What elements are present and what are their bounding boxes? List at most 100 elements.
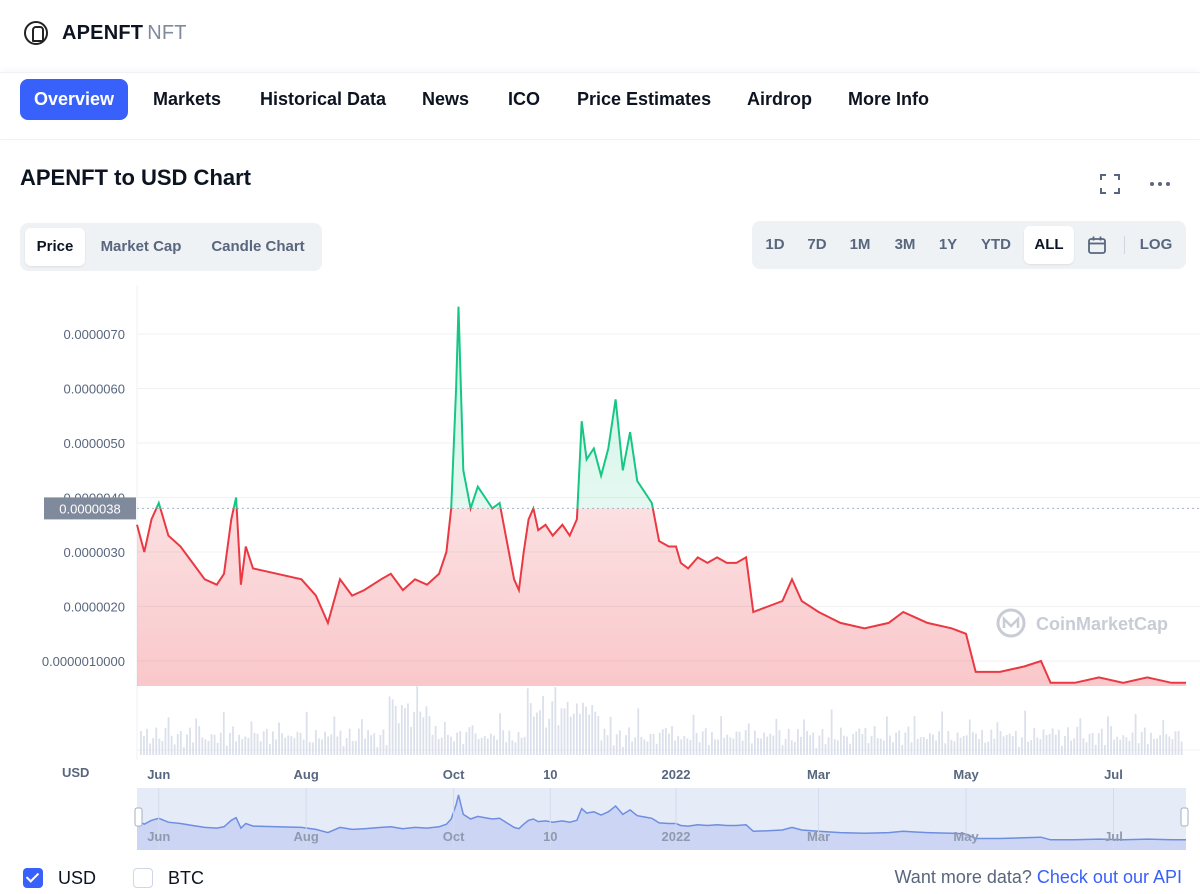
tab-ico[interactable]: ICO: [508, 89, 541, 109]
volume-bar: [539, 710, 541, 755]
volume-bar: [701, 731, 704, 755]
tab-markets[interactable]: Markets: [153, 89, 222, 109]
volume-bar: [554, 687, 557, 755]
volume-bar: [852, 733, 855, 755]
volume-bar: [910, 742, 913, 755]
volume-bar: [677, 735, 680, 755]
apenft-logo-icon: [24, 21, 48, 45]
volume-bar: [327, 736, 330, 755]
price-chart[interactable]: 0.00000100000.00000200.00000300.00000400…: [0, 280, 1200, 860]
navigator-tick-label: Mar: [807, 829, 830, 844]
calendar-icon[interactable]: [1086, 234, 1108, 256]
tab-price-estimates[interactable]: Price Estimates: [577, 89, 712, 109]
volume-bar: [1107, 716, 1109, 755]
volume-bar: [440, 737, 443, 755]
volume-bar: [293, 737, 296, 755]
tab-historical-data[interactable]: Historical Data: [260, 89, 387, 109]
volume-bar: [643, 739, 646, 755]
volume-bar: [1177, 730, 1180, 755]
volume-bar: [1014, 730, 1017, 755]
range-7d[interactable]: 7D: [807, 236, 827, 253]
volume-bar: [551, 701, 554, 755]
navigator-tick-label: Jun: [147, 829, 170, 844]
navigator-tick-label: 2022: [662, 829, 691, 844]
volume-bar: [698, 742, 701, 755]
tab-more-info[interactable]: More Info: [848, 89, 929, 109]
chart-type-market-cap[interactable]: Market Cap: [100, 238, 182, 255]
volume-bar: [385, 745, 388, 755]
tab-airdrop[interactable]: Airdrop: [747, 89, 812, 109]
volume-bar: [425, 706, 428, 755]
volume-bar: [382, 729, 385, 755]
range-all[interactable]: ALL: [1024, 226, 1074, 264]
volume-bar: [278, 722, 280, 755]
range-divider: [1124, 236, 1125, 254]
volume-bar: [465, 732, 468, 755]
more-options-icon[interactable]: [1146, 170, 1174, 198]
volume-bar: [514, 742, 517, 755]
fullscreen-icon[interactable]: [1096, 170, 1124, 198]
volume-bar: [370, 735, 373, 755]
range-1d[interactable]: 1D: [765, 236, 785, 253]
range-1y[interactable]: 1Y: [938, 236, 958, 253]
volume-bar: [646, 741, 649, 755]
volume-bar: [720, 716, 723, 755]
volume-bar: [238, 734, 241, 755]
btc-checkbox[interactable]: [133, 868, 153, 888]
chart-type-candle[interactable]: Candle Chart: [211, 238, 305, 255]
volume-bar: [879, 738, 882, 755]
y-tick-label: 0.0000060: [64, 382, 125, 397]
usd-checkbox[interactable]: [23, 868, 43, 888]
range-navigator[interactable]: Jun Aug Oct 10 2022 Mar May Jul: [134, 788, 1189, 850]
volume-bar: [876, 738, 879, 755]
volume-bar: [824, 744, 827, 755]
volume-bar: [400, 705, 403, 755]
volume-bar: [704, 728, 707, 755]
volume-bar: [858, 728, 861, 755]
volume-bar: [201, 737, 204, 755]
volume-bar: [959, 737, 962, 755]
volume-bar: [1171, 739, 1174, 755]
range-ytd[interactable]: YTD: [981, 236, 1011, 253]
volume-bar: [508, 730, 511, 755]
volume-bar: [459, 731, 462, 755]
volume-bar: [419, 711, 422, 755]
range-switcher: 1D 7D 1M 3M 1Y YTD ALL LOG: [752, 221, 1186, 269]
volume-bar: [225, 745, 228, 755]
volume-bar: [637, 708, 640, 755]
volume-bar: [984, 742, 987, 755]
api-link[interactable]: Check out our API: [1036, 867, 1182, 887]
volume-bar: [833, 739, 836, 755]
volume-bar: [1067, 727, 1069, 755]
volume-bar: [195, 718, 198, 755]
volume-bar: [1045, 735, 1048, 755]
tab-news[interactable]: News: [422, 89, 470, 109]
volume-bar: [216, 742, 219, 755]
volume-bar: [410, 726, 412, 755]
volume-bar: [671, 726, 673, 755]
volume-bar: [812, 732, 815, 755]
tab-overview[interactable]: Overview: [20, 79, 129, 120]
volume-bar: [1054, 734, 1057, 755]
navigator-tick-label: May: [953, 829, 979, 844]
volume-bar: [511, 740, 514, 755]
volume-bar: [606, 735, 609, 755]
volume-bar: [1116, 736, 1119, 755]
range-1m[interactable]: 1M: [849, 236, 871, 253]
volume-bar: [161, 741, 164, 755]
log-scale-toggle[interactable]: LOG: [1139, 236, 1173, 253]
chart-type-price[interactable]: Price: [25, 228, 85, 266]
volume-bar: [1134, 713, 1137, 755]
volume-bar: [505, 742, 508, 755]
volume-bar: [941, 711, 944, 755]
volume-bar: [1051, 728, 1054, 755]
volume-bar: [474, 733, 477, 755]
volume-bar: [493, 735, 495, 755]
volume-bar: [680, 739, 683, 755]
volume-bar: [232, 726, 234, 755]
volume-bar: [1122, 735, 1125, 755]
range-3m[interactable]: 3M: [894, 236, 916, 253]
volume-bar: [895, 732, 898, 755]
volume-bar: [373, 733, 376, 755]
volume-bar: [1113, 739, 1115, 755]
